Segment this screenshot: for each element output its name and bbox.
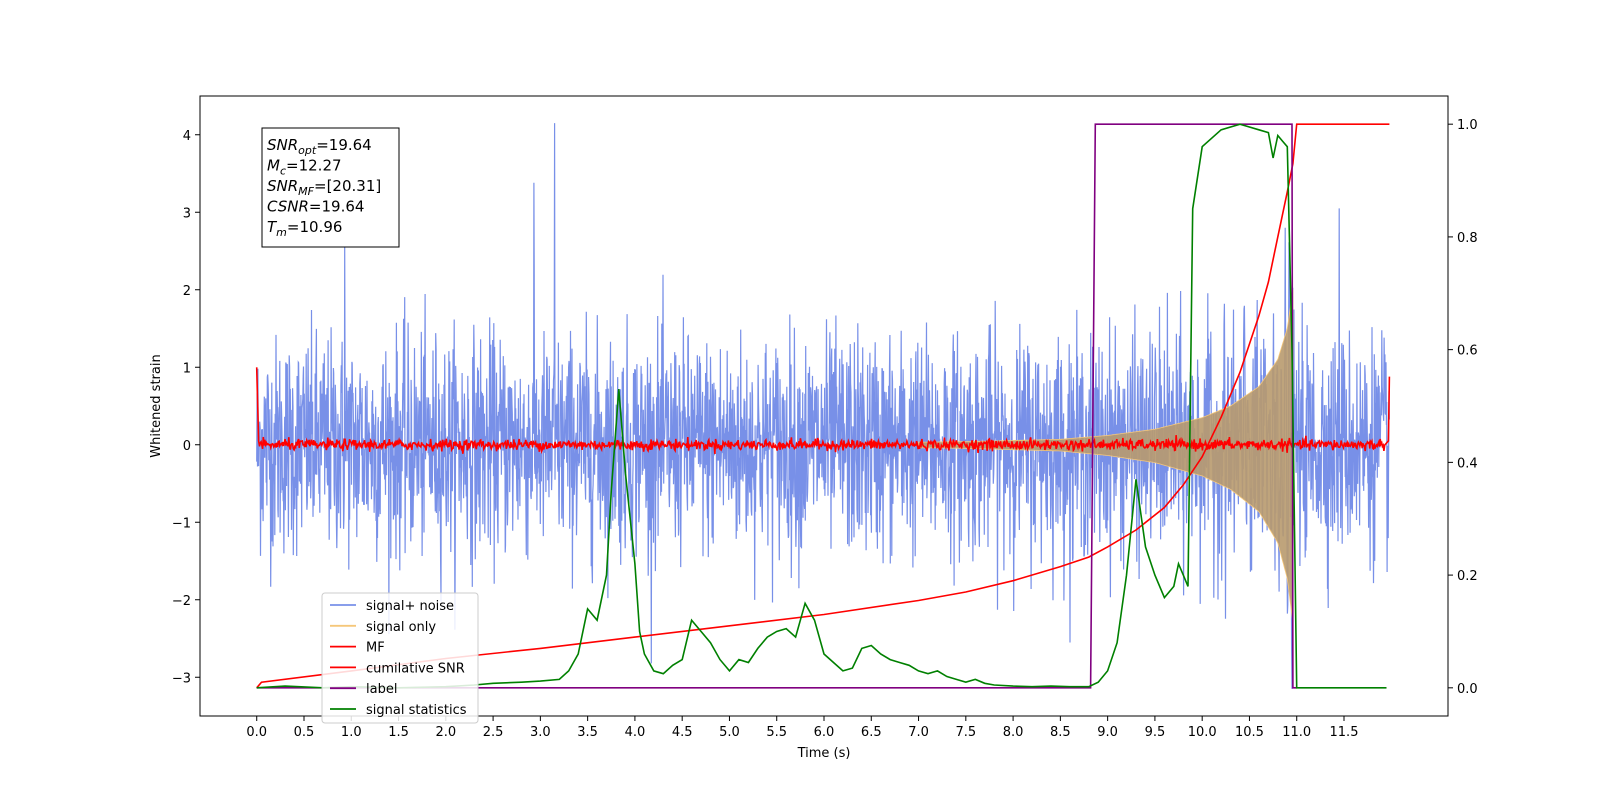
- y-tick-label: 4: [183, 129, 191, 144]
- y2-tick-label: 0.0: [1457, 682, 1478, 697]
- y-axis-label: Whitened strain: [149, 354, 164, 457]
- y-axis-right: 0.0 0.2 0.4 0.6 0.8 1.0: [1448, 118, 1478, 697]
- x-tick-label: 3.0: [530, 725, 551, 740]
- x-tick-label: 10.0: [1188, 725, 1217, 740]
- info-line: SNRopt=19.64: [267, 136, 372, 157]
- legend-frame: [321, 592, 479, 724]
- legend-label: signal only: [366, 620, 436, 635]
- series-signal-statistics-line: [256, 123, 1387, 689]
- info-box: SNRopt=19.64Mc=12.27SNRMF=[20.31]CSNR=19…: [261, 127, 400, 248]
- series-cumilative-snr-line: [256, 123, 1390, 689]
- y-axis-left: −3 −2 −1 0 1 2 3 4: [172, 129, 200, 686]
- y2-tick-label: 0.2: [1457, 569, 1478, 584]
- x-tick-label: 2.5: [483, 725, 504, 740]
- x-axis-label: Time (s): [797, 746, 851, 761]
- x-tick-label: 4.5: [672, 725, 693, 740]
- y-tick-label: 0: [183, 439, 191, 454]
- legend-label: signal statistics: [366, 703, 467, 718]
- y2-tick-label: 0.4: [1457, 456, 1478, 471]
- x-tick-label: 0.0: [246, 725, 267, 740]
- info-line: Mc=12.27: [267, 157, 342, 178]
- y2-tick-label: 1.0: [1457, 118, 1478, 133]
- x-tick-label: 5.5: [766, 725, 787, 740]
- series-mf-line: [255, 367, 1391, 455]
- x-tick-label: 6.0: [814, 725, 835, 740]
- x-tick-label: 4.0: [625, 725, 646, 740]
- y2-tick-label: 0.6: [1457, 344, 1478, 359]
- x-tick-label: 10.5: [1235, 725, 1264, 740]
- x-tick-label: 1.5: [388, 725, 409, 740]
- y-tick-label: −3: [172, 671, 191, 686]
- legend-label: cumilative SNR: [366, 661, 465, 676]
- plot-data: [255, 123, 1391, 689]
- x-tick-label: 9.0: [1097, 725, 1118, 740]
- y-tick-label: −1: [172, 516, 191, 531]
- x-axis: 0.0 0.5 1.0 1.5 2.0 2.5 3.0 3.5 4.0 4.5 5.0 5.5 6.0 6…: [246, 716, 1358, 740]
- x-tick-label: 3.5: [577, 725, 598, 740]
- x-tick-label: 8.5: [1050, 725, 1071, 740]
- x-tick-label: 7.0: [908, 725, 929, 740]
- legend-label: label: [366, 682, 397, 697]
- info-line: CSNR=19.64: [267, 198, 364, 216]
- y2-tick-label: 0.8: [1457, 231, 1478, 246]
- x-tick-label: 8.0: [1003, 725, 1024, 740]
- x-tick-label: 11.5: [1330, 725, 1359, 740]
- series-label-line: [256, 123, 1297, 689]
- legend-label: signal+ noise: [366, 599, 454, 614]
- x-tick-label: 1.0: [341, 725, 362, 740]
- y-tick-label: −2: [172, 594, 191, 609]
- y-tick-label: 1: [183, 361, 191, 376]
- x-tick-label: 7.5: [955, 725, 976, 740]
- info-line: Tm=10.96: [267, 218, 342, 239]
- x-tick-label: 6.5: [861, 725, 882, 740]
- legend: signal+ noise signal only MF cumilative SNR…: [321, 592, 479, 724]
- x-tick-label: 11.0: [1282, 725, 1311, 740]
- legend-label: MF: [366, 641, 385, 656]
- y-tick-label: 2: [183, 284, 191, 299]
- x-tick-label: 9.5: [1145, 725, 1166, 740]
- y-tick-label: 3: [183, 206, 191, 221]
- x-tick-label: 2.0: [435, 725, 456, 740]
- info-line: SNRMF=[20.31]: [267, 177, 381, 198]
- info-box-frame: [261, 127, 400, 248]
- x-tick-label: 0.5: [294, 725, 315, 740]
- x-tick-label: 5.0: [719, 725, 740, 740]
